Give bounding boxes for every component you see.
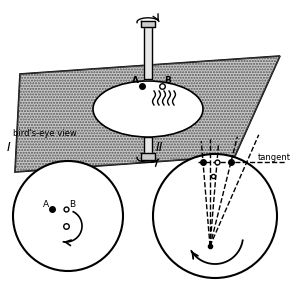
Circle shape — [153, 154, 277, 278]
Text: A: A — [43, 200, 49, 209]
Text: B: B — [164, 76, 171, 85]
Polygon shape — [144, 137, 152, 156]
Text: I: I — [7, 141, 11, 154]
Polygon shape — [141, 153, 155, 160]
Ellipse shape — [93, 81, 203, 137]
Text: II: II — [156, 141, 164, 154]
Polygon shape — [15, 56, 280, 172]
Text: bird's-eye view: bird's-eye view — [13, 129, 77, 138]
Text: A: A — [132, 76, 139, 85]
Polygon shape — [144, 24, 152, 79]
Polygon shape — [141, 21, 155, 27]
Text: tangent: tangent — [258, 153, 291, 162]
Text: B: B — [69, 200, 75, 209]
Circle shape — [13, 161, 123, 271]
